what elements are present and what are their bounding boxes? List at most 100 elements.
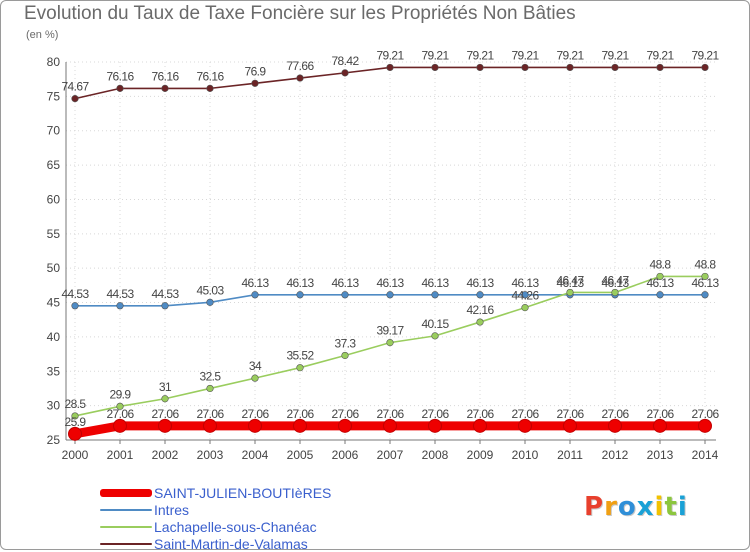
data-label-intres: 46.13 (511, 276, 539, 290)
data-point-saint-julien-boutieres (113, 418, 127, 433)
legend-swatch-saint-martin (100, 542, 152, 545)
data-point-saint-julien-boutieres (518, 418, 532, 433)
data-label-intres: 46.13 (376, 276, 404, 290)
x-tick-label: 2012 (602, 448, 629, 462)
data-label-intres: 46.13 (556, 276, 584, 290)
y-tick-label: 50 (47, 261, 61, 275)
data-label-saint-martin-de-valamas: 79.21 (421, 48, 449, 62)
data-point-saint-julien-boutieres (293, 418, 307, 433)
data-label-saint-julien-boutieres: 27.06 (421, 407, 449, 421)
logo-letter: x (636, 492, 655, 522)
x-tick-label: 2014 (692, 448, 719, 462)
data-label-saint-martin-de-valamas: 79.21 (376, 48, 404, 62)
x-tick-label: 2006 (332, 448, 359, 462)
data-point-lachapelle-sous-chaneac (116, 402, 124, 410)
data-label-lachapelle-sous-chaneac: 35.52 (286, 349, 314, 363)
data-point-saint-martin-de-valamas (476, 63, 484, 72)
data-label-saint-julien-boutieres: 27.06 (241, 407, 269, 421)
data-label-intres: 46.13 (691, 276, 719, 290)
data-label-lachapelle-sous-chaneac: 31 (159, 380, 172, 394)
data-label-intres: 46.13 (286, 276, 314, 290)
data-point-lachapelle-sous-chaneac (431, 332, 439, 340)
legend-label-intres: Intres (154, 501, 190, 518)
data-point-intres (71, 302, 79, 310)
chart-title: Evolution du Taux de Taxe Foncière sur l… (24, 3, 576, 24)
data-label-lachapelle-sous-chaneac: 39.17 (376, 324, 404, 338)
data-point-lachapelle-sous-chaneac (701, 272, 709, 281)
data-point-saint-martin-de-valamas (566, 63, 574, 72)
legend-swatch-lachapelle (100, 525, 152, 528)
data-point-saint-martin-de-valamas (521, 63, 529, 72)
data-point-saint-martin-de-valamas (701, 63, 709, 72)
data-point-saint-martin-de-valamas (341, 69, 349, 77)
data-label-intres: 46.13 (601, 276, 629, 290)
data-label-lachapelle-sous-chaneac: 44.26 (511, 289, 539, 303)
data-label-lachapelle-sous-chaneac: 40.15 (421, 317, 449, 331)
data-label-saint-julien-boutieres: 27.06 (466, 407, 494, 421)
data-label-intres: 46.13 (421, 276, 449, 290)
data-point-intres (431, 291, 439, 299)
data-label-saint-martin-de-valamas: 79.21 (646, 48, 674, 62)
y-tick-label: 75 (47, 89, 61, 103)
data-label-saint-martin-de-valamas: 79.21 (601, 48, 629, 62)
logo-letter: P (584, 492, 605, 522)
data-point-lachapelle-sous-chaneac (296, 364, 304, 372)
data-point-intres (656, 291, 664, 299)
data-point-intres (296, 291, 304, 299)
data-point-saint-julien-boutieres (338, 418, 352, 433)
grid-layer (66, 61, 716, 441)
data-point-saint-martin-de-valamas (431, 63, 439, 72)
data-label-saint-julien-boutieres: 27.06 (646, 407, 674, 421)
y-tick-label: 55 (47, 227, 61, 241)
x-tick-label: 2003 (197, 448, 224, 462)
data-label-saint-julien-boutieres: 27.06 (286, 407, 314, 421)
data-point-saint-julien-boutieres (698, 418, 712, 433)
proxiti-logo: Proxiti (584, 492, 688, 522)
x-tick-label: 2011 (557, 448, 583, 462)
legend-item-lachapelle[interactable]: Lachapelle-sous-Chanéac (100, 518, 331, 535)
data-label-saint-julien-boutieres: 27.06 (196, 407, 224, 421)
y-tick-label: 65 (47, 158, 61, 172)
data-label-intres: 44.53 (106, 287, 134, 301)
y-tick-label: 60 (47, 192, 61, 206)
data-point-lachapelle-sous-chaneac (566, 288, 574, 297)
data-label-lachapelle-sous-chaneac: 48.8 (695, 257, 717, 271)
y-tick-label: 70 (47, 124, 61, 138)
data-point-saint-julien-boutieres (473, 418, 487, 433)
y-tick-label: 40 (47, 330, 61, 344)
data-label-lachapelle-sous-chaneac: 32.5 (200, 369, 222, 383)
axis-layer: 25 30 35 40 45 50 55 60 65 70 75 80 2000 2001 2002 2003… (47, 55, 719, 462)
data-label-saint-julien-boutieres: 27.06 (511, 407, 539, 421)
data-label-lachapelle-sous-chaneac: 46.47 (601, 273, 629, 287)
data-point-intres (386, 291, 394, 299)
data-label-saint-julien-boutieres: 27.06 (331, 407, 359, 421)
data-point-saint-julien-boutieres (428, 418, 442, 433)
data-point-lachapelle-sous-chaneac (71, 412, 79, 420)
data-point-lachapelle-sous-chaneac (521, 304, 529, 312)
x-tick-label: 2013 (647, 448, 674, 462)
data-point-saint-julien-boutieres (248, 418, 262, 433)
legend-item-saint-julien[interactable]: SAINT-JULIEN-BOUTIèRES (100, 484, 331, 501)
logo-letter: i (654, 492, 665, 522)
x-tick-label: 2009 (467, 448, 494, 462)
x-tick-label: 2004 (242, 448, 269, 462)
legend-item-intres[interactable]: Intres (100, 501, 331, 518)
data-label-intres: 46.13 (646, 276, 674, 290)
data-point-saint-martin-de-valamas (656, 63, 664, 72)
data-label-intres: 46.13 (466, 276, 494, 290)
data-point-lachapelle-sous-chaneac (341, 351, 349, 360)
legend-item-saint-martin[interactable]: Saint-Martin-de-Valamas (100, 535, 331, 552)
x-tick-label: 2002 (152, 448, 179, 462)
data-point-saint-martin-de-valamas (386, 63, 394, 72)
data-point-saint-martin-de-valamas (71, 95, 79, 103)
x-tick-label: 2008 (422, 448, 449, 462)
data-label-saint-martin-de-valamas: 79.21 (556, 48, 584, 62)
legend-label-saint-julien: SAINT-JULIEN-BOUTIèRES (154, 484, 332, 501)
data-point-intres (251, 291, 259, 299)
y-tick-label: 80 (47, 55, 61, 69)
data-point-intres (341, 291, 349, 299)
data-label-intres: 46.13 (241, 276, 269, 290)
data-label-saint-julien-boutieres: 27.06 (601, 407, 629, 421)
data-point-saint-julien-boutieres (608, 418, 622, 433)
